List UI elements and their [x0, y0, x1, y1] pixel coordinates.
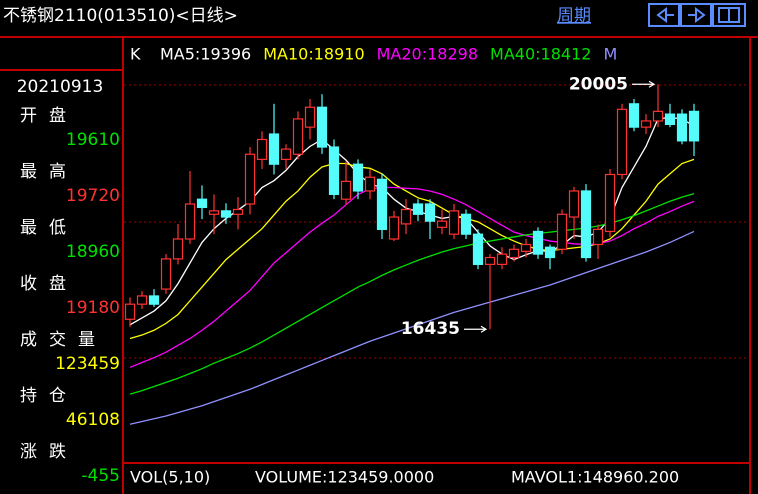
dotted-lines — [124, 84, 750, 359]
candle-body — [412, 203, 424, 215]
candle-body — [688, 110, 700, 142]
candle-body — [160, 258, 172, 290]
candle-body — [352, 163, 364, 192]
field-value: 123459 — [55, 354, 120, 374]
candle-body — [604, 173, 616, 233]
footer-volume: VOLUME:123459.0000 — [255, 468, 434, 487]
candle-body — [496, 253, 508, 265]
candle-body — [580, 190, 592, 259]
field-value: 18960 — [66, 242, 120, 262]
field-value: -455 — [81, 466, 120, 486]
candle-body — [640, 120, 652, 128]
field-label: 收盘 — [20, 274, 78, 294]
legend-entry: MA40:18412 — [490, 45, 591, 64]
legend-entry: MA10:18910 — [263, 45, 364, 64]
candle-body — [292, 118, 304, 155]
candle-body — [124, 303, 136, 320]
field-value: 19720 — [66, 186, 120, 206]
candle-body — [532, 230, 544, 255]
candle-body — [280, 148, 292, 160]
candle-body — [268, 133, 280, 165]
candle-body — [664, 113, 676, 125]
annotation-arrow — [464, 325, 488, 333]
candle-body — [568, 190, 580, 218]
candle-body — [676, 113, 688, 142]
field-label: 涨跌 — [20, 442, 78, 462]
next-button[interactable] — [680, 3, 712, 27]
field-label: 最高 — [20, 162, 78, 182]
legend-entry: MA5:19396 — [160, 45, 251, 64]
annotation: 20005 — [569, 74, 628, 94]
candle-body — [208, 210, 220, 215]
candle-body — [472, 233, 484, 265]
candle-body — [616, 108, 628, 176]
field-value: 46108 — [66, 410, 120, 430]
candle-body — [388, 216, 400, 240]
field-label: 最低 — [20, 218, 78, 238]
annotation: 16435 — [401, 319, 460, 339]
legend-entry: M — [603, 45, 617, 64]
prev-button[interactable] — [648, 3, 680, 27]
field-label: 开盘 — [20, 106, 78, 126]
period-link[interactable]: 周期 — [557, 6, 591, 26]
candle-body — [592, 228, 604, 246]
field-label: 成交量 — [20, 330, 107, 350]
candle-body — [556, 213, 568, 250]
candle-body — [400, 208, 412, 225]
title: 不锈钢2110(013510)<日线> — [3, 6, 238, 26]
candle-body — [220, 210, 232, 218]
ma-line — [129, 192, 695, 395]
candle-body — [484, 256, 496, 265]
candle-body — [136, 295, 148, 305]
max-icon — [718, 7, 740, 23]
footer-vol: VOL(5,10) — [130, 468, 210, 487]
candle-body — [196, 198, 208, 209]
footer-mavol: MAVOL1:148960.200 — [511, 468, 679, 487]
candle-body — [184, 203, 196, 240]
candle-body — [436, 220, 448, 228]
legend-entry: MA20:18298 — [377, 45, 478, 64]
candle-body — [148, 295, 160, 305]
candle-body — [232, 208, 244, 215]
candle-body — [652, 110, 664, 122]
frame — [0, 36, 758, 494]
candle-body — [376, 178, 388, 230]
legend-k: K — [130, 45, 141, 64]
candle-body — [172, 238, 184, 260]
field-value: 19610 — [66, 130, 120, 150]
candle-body — [520, 243, 532, 252]
field-label: 持仓 — [20, 386, 78, 406]
date: 20210913 — [17, 77, 104, 97]
nav-buttons — [648, 3, 746, 27]
candle-body — [424, 203, 436, 222]
field-value: 19180 — [66, 298, 120, 318]
candle-body — [544, 246, 556, 259]
ma-line — [129, 230, 695, 425]
candle-body — [460, 213, 472, 235]
candle-body — [364, 176, 376, 192]
candle-body — [628, 103, 640, 128]
next-icon — [688, 7, 706, 23]
candle-body — [448, 210, 460, 235]
candle-body — [340, 180, 352, 200]
candle-body — [508, 248, 520, 259]
prev-icon — [656, 7, 674, 23]
candle-body — [328, 146, 340, 195]
candle-body — [316, 106, 328, 148]
max-button[interactable] — [712, 3, 746, 27]
annotation-arrow — [632, 80, 656, 88]
candle-body — [244, 153, 256, 205]
candle-body — [256, 138, 268, 160]
candle-body — [304, 106, 316, 128]
